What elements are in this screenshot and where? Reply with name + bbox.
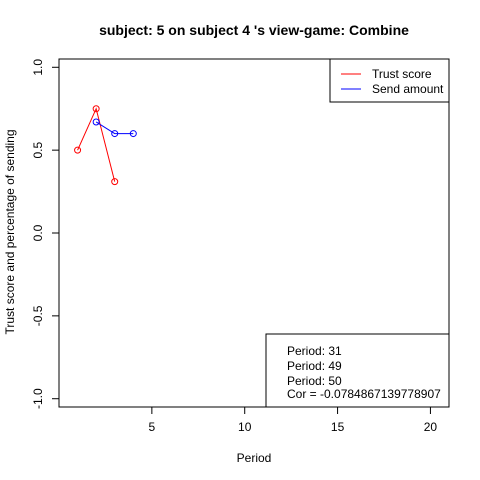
series-line-send-amount — [95, 121, 134, 135]
info-line-3: Period: 50 — [287, 374, 342, 388]
chart-title: subject: 5 on subject 4 's view-game: Co… — [99, 22, 409, 38]
y-tick-label: 1.0 — [31, 59, 45, 76]
info-box-frame — [265, 333, 450, 408]
info-line-2: Period: 49 — [287, 359, 342, 373]
info-box: Period: 31 Period: 49 Period: 50 Cor = -… — [265, 333, 450, 408]
y-tick-label: -1.0 — [31, 388, 45, 409]
data-point-trust-score — [74, 146, 82, 154]
info-line-cor: Cor = -0.0784867139778907 — [287, 387, 441, 401]
x-tick-label: 15 — [331, 420, 345, 434]
y-axis-label: Trust score and percentage of sending — [3, 129, 17, 334]
legend-label-send: Send amount — [372, 82, 444, 96]
y-tick-label: 0.0 — [31, 224, 45, 241]
x-tick-label: 10 — [238, 420, 252, 434]
legend-label-trust: Trust score — [372, 67, 432, 81]
x-axis: 5 10 15 20 — [149, 407, 438, 434]
data-point-trust-score — [111, 178, 119, 186]
legend-box — [329, 58, 450, 103]
info-line-1: Period: 31 — [287, 344, 342, 358]
series-line-trust-score — [77, 107, 116, 182]
y-tick-label: 0.5 — [31, 141, 45, 158]
data-point-send-amount — [92, 118, 100, 126]
x-axis-label: Period — [237, 451, 272, 465]
data-point-send-amount — [129, 130, 137, 138]
y-axis: -1.0 -0.5 0.0 0.5 1.0 — [31, 59, 59, 409]
series-layer — [74, 105, 137, 186]
x-tick-label: 5 — [149, 420, 156, 434]
y-tick-label: -0.5 — [31, 305, 45, 326]
legend: Trust score Send amount — [329, 58, 450, 103]
data-point-trust-score — [92, 105, 100, 113]
data-point-send-amount — [111, 130, 119, 138]
x-tick-label: 20 — [424, 420, 438, 434]
